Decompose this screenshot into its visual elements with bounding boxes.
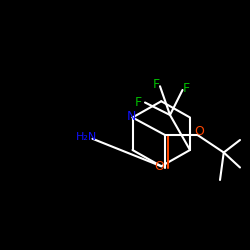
Text: H₂N: H₂N — [76, 132, 97, 142]
Text: F: F — [153, 78, 160, 92]
Text: O: O — [154, 160, 164, 173]
Text: F: F — [183, 82, 190, 95]
Text: O: O — [194, 125, 204, 138]
Text: F: F — [135, 96, 142, 109]
Text: N: N — [126, 110, 136, 123]
